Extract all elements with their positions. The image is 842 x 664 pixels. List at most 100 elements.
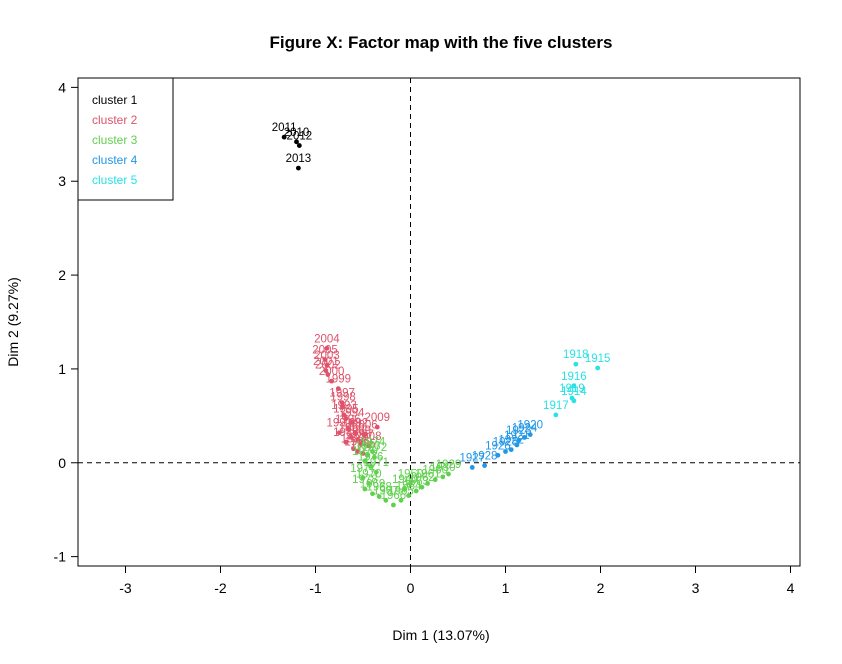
y-tick-label: 3	[58, 173, 66, 189]
data-point	[469, 465, 475, 470]
point-label: 1987	[341, 434, 367, 446]
point-label: 2013	[286, 153, 312, 165]
data-point	[571, 398, 577, 404]
data-point	[495, 452, 501, 458]
point-label: 1928	[472, 451, 498, 463]
series-3: 1974197319721975197619711977197019781969…	[350, 437, 461, 508]
legend-entry-cluster-3: cluster 3	[92, 133, 138, 147]
data-point	[362, 458, 368, 464]
data-point	[516, 437, 522, 443]
point-label: 1970	[356, 468, 382, 480]
data-point	[372, 454, 377, 460]
data-point	[432, 477, 438, 483]
point-label: 1918	[563, 349, 589, 361]
point-label: 1975	[352, 446, 378, 458]
point-label: 1995	[333, 404, 359, 416]
point-label: 1993	[331, 400, 357, 412]
data-point	[383, 497, 389, 503]
data-point	[365, 452, 371, 458]
point-label: 2006	[352, 420, 378, 432]
point-label: 1988	[333, 427, 359, 439]
y-tick-label: -1	[54, 549, 67, 565]
point-label: 2008	[356, 431, 382, 443]
point-label: 1968	[366, 482, 392, 494]
data-point	[362, 486, 368, 492]
x-tick-label: 4	[787, 580, 795, 596]
x-tick-label: 2	[597, 580, 605, 596]
data-point	[514, 442, 520, 448]
data-point	[324, 362, 330, 368]
data-point	[503, 449, 508, 454]
data-point	[294, 139, 299, 145]
data-point	[353, 430, 358, 436]
chart-title: Figure X: Factor map with the five clust…	[270, 33, 613, 52]
point-label: 1999	[326, 374, 352, 386]
data-point	[391, 502, 396, 508]
point-label: 2012	[287, 131, 313, 143]
data-point	[368, 464, 373, 469]
point-label: 1916	[561, 371, 587, 383]
data-point	[366, 443, 372, 449]
point-label: 1927	[459, 452, 485, 464]
data-point	[296, 143, 302, 148]
x-axis: -3 -2 -1 0 1 2 3 4	[119, 565, 795, 596]
point-label: 1920	[517, 420, 543, 432]
point-label: 1915	[585, 353, 611, 365]
data-point	[323, 368, 329, 374]
data-point	[345, 426, 351, 432]
data-point	[360, 450, 366, 456]
point-label: 1986	[345, 437, 371, 449]
data-point	[370, 449, 375, 454]
point-label: 1961	[415, 468, 441, 480]
point-label: 1971	[364, 457, 390, 469]
point-label: 2001	[313, 356, 339, 368]
data-point	[339, 400, 345, 406]
x-tick-label: -1	[309, 580, 322, 596]
data-point	[508, 447, 514, 453]
point-label: 1997	[329, 388, 355, 400]
point-label: 2004	[314, 333, 340, 345]
plot-frame	[77, 77, 801, 567]
data-point	[374, 424, 380, 430]
point-label: 1967	[373, 485, 399, 497]
data-point	[553, 412, 559, 418]
data-point	[373, 469, 379, 475]
point-label: 2000	[319, 366, 345, 378]
legend-box	[77, 77, 174, 201]
data-point	[376, 494, 382, 499]
point-label: 2007	[348, 429, 374, 441]
data-point	[406, 493, 411, 499]
data-point	[419, 484, 425, 490]
data-point	[366, 481, 372, 486]
data-point	[440, 474, 446, 480]
point-label: 1989	[345, 425, 371, 437]
x-tick-label: 1	[502, 580, 510, 596]
point-label: 1973	[355, 440, 381, 452]
point-label: 1930	[430, 462, 456, 474]
data-point	[595, 365, 601, 371]
data-point	[571, 383, 577, 389]
point-label: 1926	[485, 440, 511, 452]
point-label: 1925	[493, 437, 519, 449]
point-label: 1960	[422, 465, 448, 477]
data-point	[324, 345, 330, 351]
legend-entry-cluster-2: cluster 2	[92, 113, 138, 127]
data-point	[322, 357, 328, 362]
data-point	[296, 165, 301, 171]
data-point	[336, 430, 342, 436]
point-label: 2009	[364, 412, 390, 424]
y-tick-label: 2	[58, 267, 66, 283]
data-point	[408, 481, 413, 486]
data-point	[351, 446, 356, 452]
point-label: 1977	[350, 463, 376, 475]
x-tick-label: 3	[692, 580, 700, 596]
data-point	[413, 488, 419, 494]
y-tick-label: 0	[58, 455, 66, 471]
data-point	[354, 449, 360, 454]
point-label: 2010	[284, 127, 310, 139]
data-point	[398, 497, 404, 503]
